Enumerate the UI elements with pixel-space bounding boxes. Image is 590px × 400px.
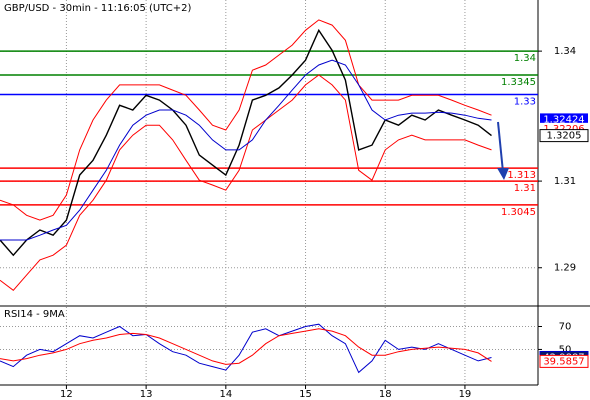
- level-label: 1.33: [514, 96, 536, 107]
- series-line: [0, 328, 492, 365]
- y-tick-label: 1.31: [554, 176, 576, 187]
- series-line: [0, 19, 492, 221]
- series-line: [0, 28, 492, 257]
- rsi-title: RSI14 - 9MA: [4, 309, 65, 320]
- price-label-box: [540, 113, 588, 126]
- level-label: 1.3045: [501, 207, 536, 218]
- x-tick-label: 15: [299, 389, 312, 400]
- level-label: 1.34: [514, 53, 536, 64]
- last-value-label: 39.5857: [543, 356, 584, 367]
- y-tick-label: 70: [559, 322, 572, 333]
- x-tick-label: 18: [379, 389, 392, 400]
- series-line: [0, 323, 492, 374]
- y-tick-label: 1.29: [554, 263, 576, 274]
- x-tick-label: 14: [219, 389, 232, 400]
- price-label: 1.32424: [543, 114, 584, 125]
- last-value-label: 1.3205: [547, 131, 582, 142]
- x-tick-label: 13: [140, 389, 153, 400]
- y-tick-label: 50: [559, 344, 572, 355]
- last-value-box: [539, 129, 589, 143]
- x-tick-label: 19: [459, 389, 472, 400]
- last-value-box: [539, 354, 589, 368]
- x-tick-label: 12: [60, 389, 73, 400]
- level-label: 1.3345: [501, 77, 536, 88]
- chart-title: GBP/USD - 30min - 11:16:05 (UTC+2): [4, 3, 191, 14]
- series-line: [0, 74, 492, 291]
- y-tick-label: 1.34: [554, 46, 576, 57]
- forecast-arrow: [497, 121, 509, 180]
- series-line: [0, 59, 492, 241]
- level-label: 1.31: [514, 183, 536, 194]
- level-label: 1.313: [507, 170, 536, 181]
